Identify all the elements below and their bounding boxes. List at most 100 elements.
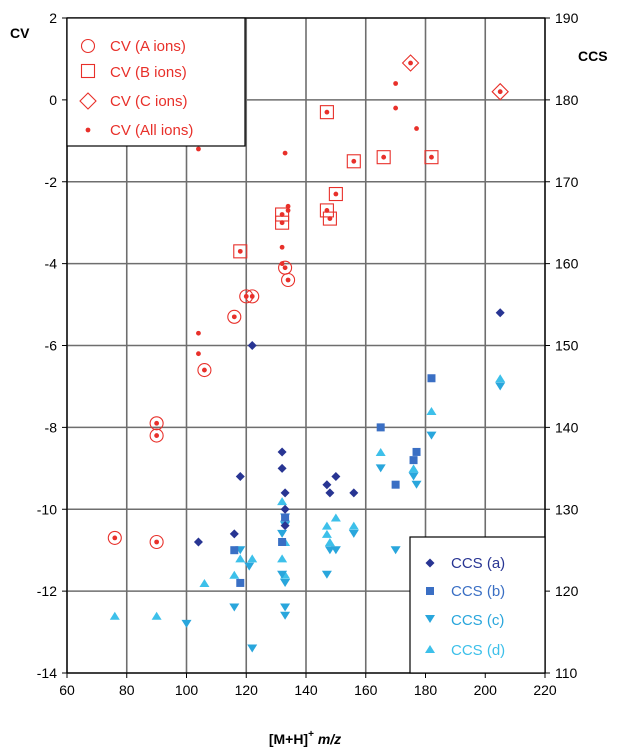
ccs-b-point [278,538,287,546]
cv-all-ions-point [196,146,201,152]
cv-b-ions-point [328,186,343,202]
ccs-c-point [229,603,240,612]
cv-b-ions-point [319,105,334,120]
ccs-c-point [375,464,386,473]
ccs-c-point [408,472,419,481]
cv-all-ions-point [324,109,330,115]
x-tick-label: 60 [59,682,75,698]
y-left-tick-label: 2 [49,10,57,26]
cv-a-ions-point [227,309,242,324]
ccs-c-point [495,382,506,391]
legend-cv-all-label: CV (All ions) [110,122,193,139]
legend-square-marker [80,63,96,79]
cv-a-ions-point [149,416,164,431]
cv-all-ions-point [237,248,243,254]
ccs-a-point [247,341,257,350]
ccs-c-point [277,570,288,579]
ccs-b-point [427,374,436,383]
ccs-d-point [229,570,240,579]
ccs-d-point [151,611,162,620]
legend-filled-square-marker [426,587,434,595]
cv-all-ions-point [381,154,387,160]
cv-a-ions-point [149,428,164,443]
ccs-d-point [321,521,332,530]
legend-ccs: CCS (a) CCS (b) CCS (c) CCS (d) [409,536,546,674]
ccs-a-point [280,488,290,498]
cv-all-ions-point [285,203,291,209]
legend-triangle-up-marker [425,645,435,653]
cv-all-ions-point [429,154,434,160]
y-right-tick-label: 150 [555,338,579,354]
ccs-a-point [193,537,203,547]
cv-all-ions-point [112,535,118,541]
legend-cv-a-label: CV (A ions) [110,38,186,55]
cv-b-ions-point [322,211,337,226]
legend-cv-b-label: CV (B ions) [110,64,187,81]
ccs-c-point [321,570,332,579]
ccs-c-point [280,578,291,587]
cv-all-ions-point [279,244,285,250]
cv-all-ions-point [285,208,291,213]
ccs-d-point [277,554,288,563]
cv-all-ions-point [282,150,288,156]
data-marks [107,54,509,653]
y-right-tick-label: 160 [555,256,579,272]
ccs-a-point [277,447,287,457]
ccs-b-point [230,546,239,555]
ccs-a-point [280,521,290,531]
y-right-tick-label: 180 [555,92,579,108]
cv-c-ions-point [401,54,420,72]
ccs-c-point [247,644,258,653]
y-left-tick-label: -12 [37,583,57,599]
ccs-c-point [277,529,288,538]
ccs-c-point [330,546,341,555]
ccs-a-point [280,504,290,514]
cv-b-ions-point [233,244,248,259]
ccs-a-point [229,529,239,539]
y-left-tick-label: -8 [45,419,58,435]
y-right-tick-label: 120 [555,583,579,599]
ccs-a-point [322,480,332,490]
cv-a-ions-point [281,272,296,288]
ccs-a-point [277,463,287,473]
x-tick-label: 220 [533,682,557,698]
cv-all-ions-point [351,158,357,164]
ccs-d-point [330,513,341,522]
cv-all-ions-point [333,191,339,197]
ccs-c-point [280,611,291,620]
ccs-c-point [244,562,255,571]
ccs-d-point [348,521,359,530]
cv-b-ions-point [319,203,334,218]
x-axis-title: [M+H]+ m/z [269,729,341,747]
legend-cv-box [66,17,246,147]
cv-all-ions-point [327,216,333,221]
cv-a-ions-point [197,363,212,378]
legend-cv: CV (A ions) CV (B ions) CV (C ions) CV (… [66,17,246,147]
ccs-d-point [375,447,386,456]
y-left-tick-label: -10 [37,501,57,517]
y-right-tick-label: 140 [555,419,579,435]
x-axis-title-superscript: + [308,729,314,740]
ccs-d-point [408,464,419,473]
ccs-b-point [412,447,421,456]
cv-all-ions-point [282,265,288,271]
ccs-d-point [426,407,437,415]
ccs-d-point [277,497,288,506]
ccs-d-point [109,611,120,620]
y-left-tick-label: -6 [45,338,58,354]
legend-cv-c-label: CV (C ions) [110,93,188,110]
cv-all-ions-point [154,433,160,438]
legend-ccs-b-label: CCS (b) [451,583,505,600]
x-tick-label: 200 [474,682,498,698]
legend-diamond-marker [79,92,97,110]
cv-all-ions-point [408,60,413,66]
cv-b-ions-point [376,150,391,165]
ccs-d-point [235,554,246,563]
x-axis-title-unit: m/z [318,731,341,747]
cv-all-ions-point [393,81,399,86]
cv-all-ions-point [279,212,285,217]
ccs-c-point [411,480,422,489]
ccs-a-point [495,308,505,318]
cv-all-ions-point [393,105,399,111]
cv-all-ions-point [414,126,419,131]
